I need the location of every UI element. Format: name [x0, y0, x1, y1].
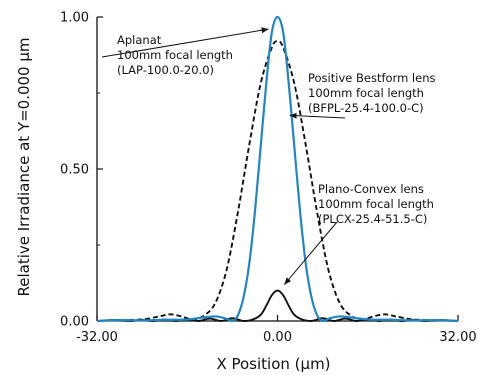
annotation-line: (PLCX-25.4-51.5-C) — [318, 212, 427, 226]
y-tick-label: 0.50 — [60, 163, 89, 178]
annotation-line: Aplanat — [117, 33, 162, 47]
y-axis-title: Relative Irradiance at Y=0.000 µm — [15, 37, 33, 296]
annotation-line: 100mm focal length — [318, 197, 434, 211]
annotation-line: (LAP-100.0-20.0) — [117, 63, 214, 77]
series-line-bestform — [96, 40, 459, 322]
y-tick-label: 0.00 — [60, 315, 89, 330]
x-tick-label: 32.00 — [439, 330, 476, 345]
annotation-line: Positive Bestform lens — [308, 71, 435, 85]
annotation-arrow-planoconvex — [283, 221, 338, 285]
annotation-line: (BFPL-25.4-100.0-C) — [308, 101, 424, 115]
x-tick-label: -32.00 — [76, 330, 118, 345]
annotation-line: 100mm focal length — [308, 86, 424, 100]
annotation-arrow-bestform — [289, 112, 346, 119]
plot-area: 0.000.501.00-32.00 0.00 32.00X Position (µ… — [15, 11, 477, 374]
annotation-bestform: Positive Bestform lens 100mm focal length… — [308, 71, 435, 115]
x-axis-title: X Position (µm) — [216, 355, 330, 373]
annotation-aplanat: Aplanat 100mm focal length (LAP-100.0-20.0… — [117, 33, 233, 77]
x-tick-label: 0.00 — [263, 330, 292, 345]
series-line-aplanat — [96, 15, 459, 323]
y-tick-label: 1.00 — [60, 11, 89, 26]
annotation-arrow-aplanat — [101, 27, 269, 58]
annotation-line: 100mm focal length — [117, 48, 233, 62]
annotation-planoconvex: Plano-Convex lens 100mm focal length (PLCX… — [318, 182, 434, 226]
annotation-line: Plano-Convex lens — [318, 182, 424, 196]
